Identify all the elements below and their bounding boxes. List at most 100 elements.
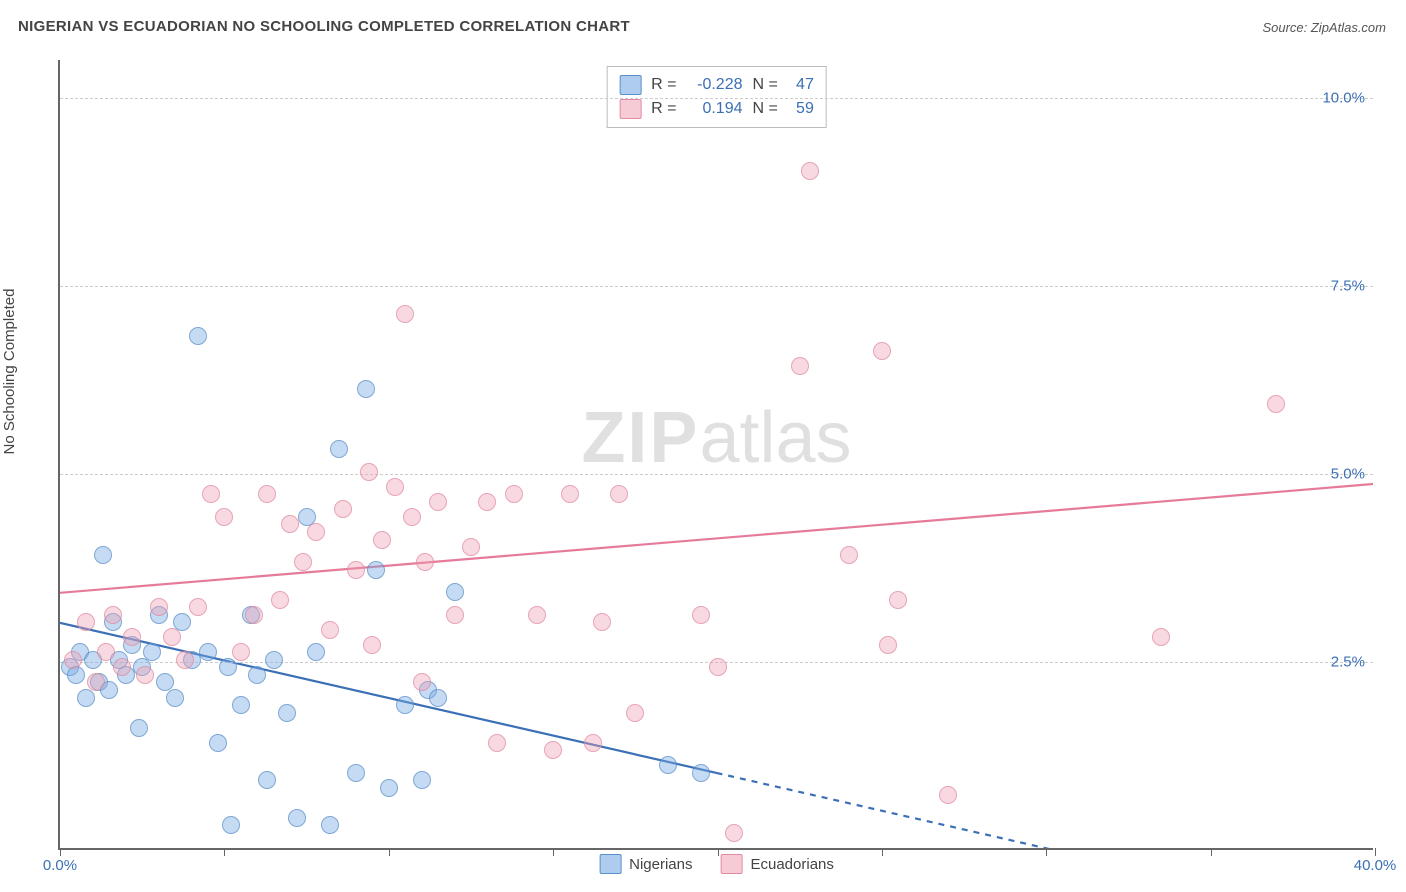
data-point-nigerians (143, 643, 161, 661)
gridline (60, 474, 1373, 475)
data-point-ecuadorians (505, 485, 523, 503)
data-point-nigerians (330, 440, 348, 458)
data-point-nigerians (94, 546, 112, 564)
x-tick (882, 848, 883, 856)
y-tick-label: 5.0% (1331, 465, 1365, 482)
x-tick (60, 848, 61, 856)
y-axis-label: No Schooling Completed (1, 289, 18, 455)
data-point-ecuadorians (347, 561, 365, 579)
data-point-ecuadorians (373, 531, 391, 549)
x-tick (718, 848, 719, 856)
watermark-rest: atlas (699, 398, 851, 478)
data-point-ecuadorians (403, 508, 421, 526)
data-point-ecuadorians (429, 493, 447, 511)
trendlines-svg (60, 60, 1373, 848)
x-tick (389, 848, 390, 856)
data-point-ecuadorians (189, 598, 207, 616)
y-tick-label: 2.5% (1331, 653, 1365, 670)
r-label: R = (651, 73, 676, 97)
n-label: N = (753, 73, 778, 97)
data-point-ecuadorians (416, 553, 434, 571)
source-prefix: Source: (1262, 20, 1310, 35)
data-point-ecuadorians (725, 824, 743, 842)
data-point-nigerians (357, 380, 375, 398)
data-point-ecuadorians (1267, 395, 1285, 413)
data-point-ecuadorians (258, 485, 276, 503)
data-point-ecuadorians (202, 485, 220, 503)
swatch-nigerians-icon (619, 75, 641, 95)
data-point-ecuadorians (446, 606, 464, 624)
scatter-plot-area: ZIPatlas R = -0.228 N = 47 R = 0.194 N =… (58, 60, 1373, 850)
data-point-ecuadorians (64, 651, 82, 669)
data-point-ecuadorians (801, 162, 819, 180)
source-attribution: Source: ZipAtlas.com (1262, 20, 1386, 35)
data-point-nigerians (692, 764, 710, 782)
data-point-nigerians (288, 809, 306, 827)
data-point-nigerians (222, 816, 240, 834)
data-point-ecuadorians (360, 463, 378, 481)
chart-title: NIGERIAN VS ECUADORIAN NO SCHOOLING COMP… (18, 18, 630, 35)
stats-row-nigerians: R = -0.228 N = 47 (619, 73, 814, 97)
y-tick-label: 10.0% (1322, 89, 1365, 106)
data-point-ecuadorians (271, 591, 289, 609)
data-point-nigerians (380, 779, 398, 797)
data-point-nigerians (77, 689, 95, 707)
stats-row-ecuadorians: R = 0.194 N = 59 (619, 97, 814, 121)
legend-label-ecuadorians: Ecuadorians (750, 856, 833, 873)
swatch-ecuadorians-icon (720, 854, 742, 874)
data-point-ecuadorians (791, 357, 809, 375)
n-value-nigerians: 47 (788, 73, 814, 97)
gridline (60, 98, 1373, 99)
data-point-nigerians (248, 666, 266, 684)
r-label: R = (651, 97, 676, 121)
data-point-ecuadorians (150, 598, 168, 616)
watermark-bold: ZIP (581, 398, 699, 478)
data-point-nigerians (166, 689, 184, 707)
data-point-ecuadorians (462, 538, 480, 556)
data-point-nigerians (278, 704, 296, 722)
data-point-ecuadorians (840, 546, 858, 564)
data-point-ecuadorians (709, 658, 727, 676)
data-point-ecuadorians (528, 606, 546, 624)
data-point-ecuadorians (281, 515, 299, 533)
data-point-ecuadorians (396, 305, 414, 323)
data-point-ecuadorians (610, 485, 628, 503)
data-point-ecuadorians (386, 478, 404, 496)
y-tick-label: 7.5% (1331, 277, 1365, 294)
data-point-nigerians (307, 643, 325, 661)
legend-item-nigerians: Nigerians (599, 854, 692, 874)
data-point-nigerians (189, 327, 207, 345)
data-point-ecuadorians (136, 666, 154, 684)
x-tick (1046, 848, 1047, 856)
data-point-ecuadorians (97, 643, 115, 661)
data-point-ecuadorians (626, 704, 644, 722)
legend-label-nigerians: Nigerians (629, 856, 692, 873)
data-point-ecuadorians (1152, 628, 1170, 646)
data-point-ecuadorians (321, 621, 339, 639)
x-tick (553, 848, 554, 856)
data-point-ecuadorians (889, 591, 907, 609)
data-point-ecuadorians (561, 485, 579, 503)
source-link[interactable]: ZipAtlas.com (1311, 20, 1386, 35)
data-point-ecuadorians (873, 342, 891, 360)
data-point-ecuadorians (113, 658, 131, 676)
data-point-nigerians (232, 696, 250, 714)
data-point-ecuadorians (544, 741, 562, 759)
data-point-ecuadorians (215, 508, 233, 526)
x-tick (224, 848, 225, 856)
data-point-ecuadorians (488, 734, 506, 752)
data-point-nigerians (347, 764, 365, 782)
data-point-nigerians (130, 719, 148, 737)
data-point-nigerians (321, 816, 339, 834)
swatch-nigerians-icon (599, 854, 621, 874)
data-point-ecuadorians (692, 606, 710, 624)
data-point-ecuadorians (939, 786, 957, 804)
legend-item-ecuadorians: Ecuadorians (720, 854, 833, 874)
data-point-nigerians (429, 689, 447, 707)
x-tick-label: 0.0% (43, 857, 77, 874)
data-point-ecuadorians (77, 613, 95, 631)
data-point-ecuadorians (104, 606, 122, 624)
n-value-ecuadorians: 59 (788, 97, 814, 121)
data-point-ecuadorians (87, 673, 105, 691)
x-tick-label: 40.0% (1354, 857, 1397, 874)
